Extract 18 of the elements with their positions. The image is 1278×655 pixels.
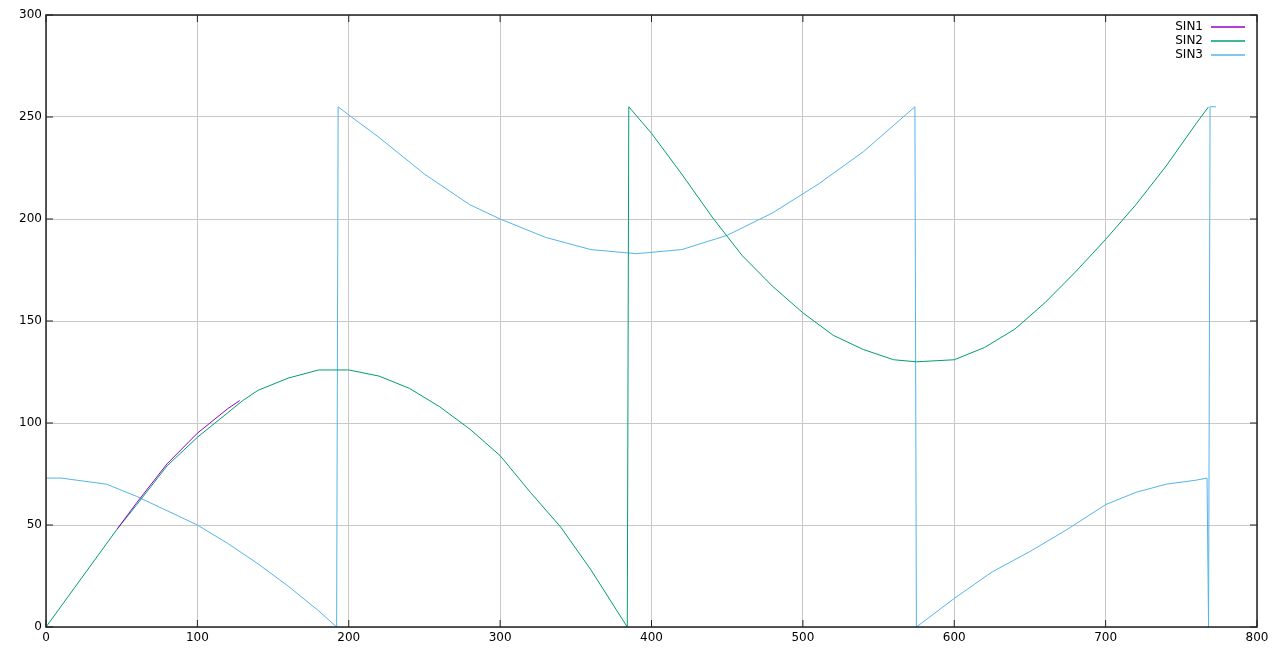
y-tick-label: 0	[34, 619, 42, 634]
x-tick-label: 800	[1245, 630, 1269, 645]
legend-label: SIN1	[1175, 19, 1203, 34]
y-tick-label: 300	[19, 7, 42, 22]
x-tick-label: 400	[640, 630, 663, 645]
x-tick-label: 500	[791, 630, 815, 645]
y-tick-label: 150	[19, 313, 42, 328]
y-tick-label: 50	[26, 517, 42, 532]
legend-label: SIN3	[1175, 47, 1203, 62]
x-tick-label: 300	[488, 630, 512, 645]
y-tick-label: 100	[19, 415, 42, 430]
x-tick-label: 700	[1094, 630, 1118, 645]
y-tick-label: 200	[19, 211, 42, 226]
x-tick-label: 200	[337, 630, 361, 645]
legend-label: SIN2	[1175, 33, 1203, 48]
x-tick-label: 600	[942, 630, 966, 645]
y-tick-label: 250	[19, 109, 42, 124]
x-tick-label: 100	[185, 630, 209, 645]
